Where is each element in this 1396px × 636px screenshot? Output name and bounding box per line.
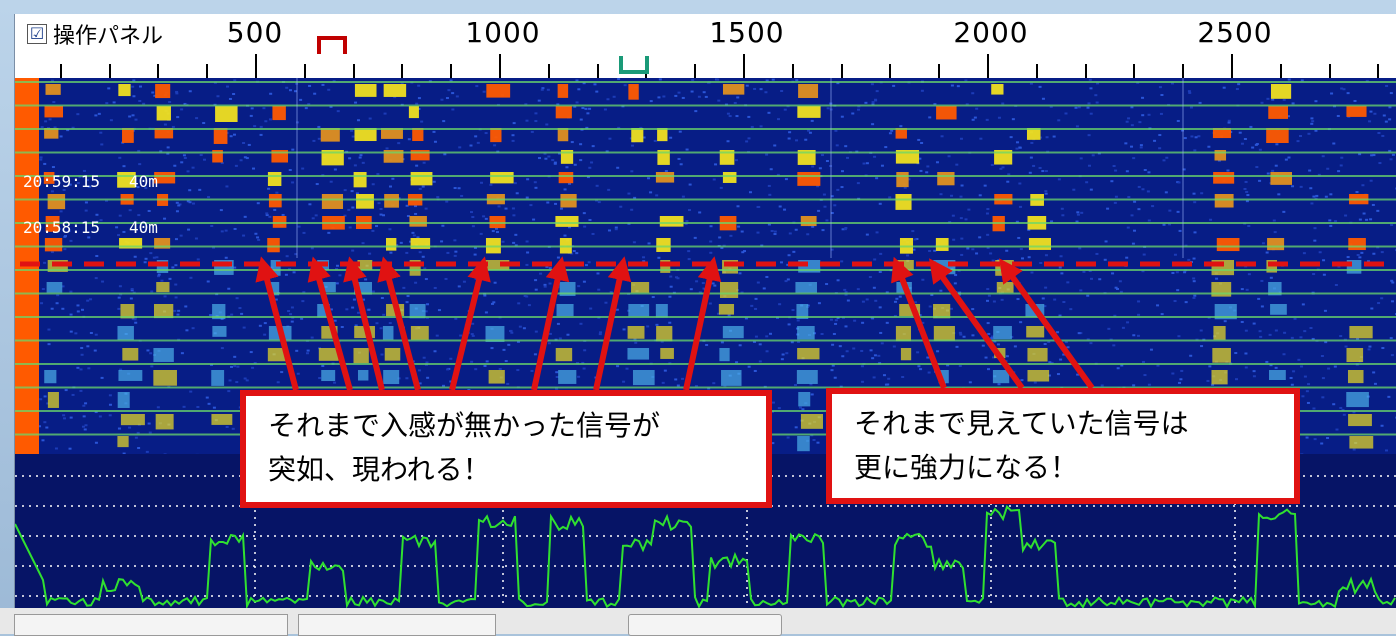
callout-new-signals-line1: それまで入感が無かった信号が (268, 404, 744, 448)
annotation-arrow (596, 268, 622, 390)
callout-stronger-signals-line1: それまで見えていた信号は (854, 402, 1272, 446)
annotation-arrow (352, 268, 382, 390)
annotation-arrow (686, 268, 712, 390)
annotation-arrow (1006, 268, 1092, 388)
annotation-arrow (316, 268, 350, 390)
annotation-arrow (386, 268, 418, 390)
annotation-arrow (898, 268, 944, 388)
callout-stronger-signals: それまで見えていた信号は 更に強力になる！ (826, 388, 1300, 504)
annotation-arrow (936, 268, 1022, 388)
annotation-arrow (264, 268, 296, 390)
callout-new-signals-line2: 突如、現われる！ (268, 448, 744, 492)
annotation-arrow (452, 268, 482, 390)
callout-stronger-signals-line2: 更に強力になる！ (854, 446, 1272, 490)
annotation-arrow (534, 268, 560, 390)
callout-new-signals: それまで入感が無かった信号が 突如、現われる！ (240, 390, 772, 508)
